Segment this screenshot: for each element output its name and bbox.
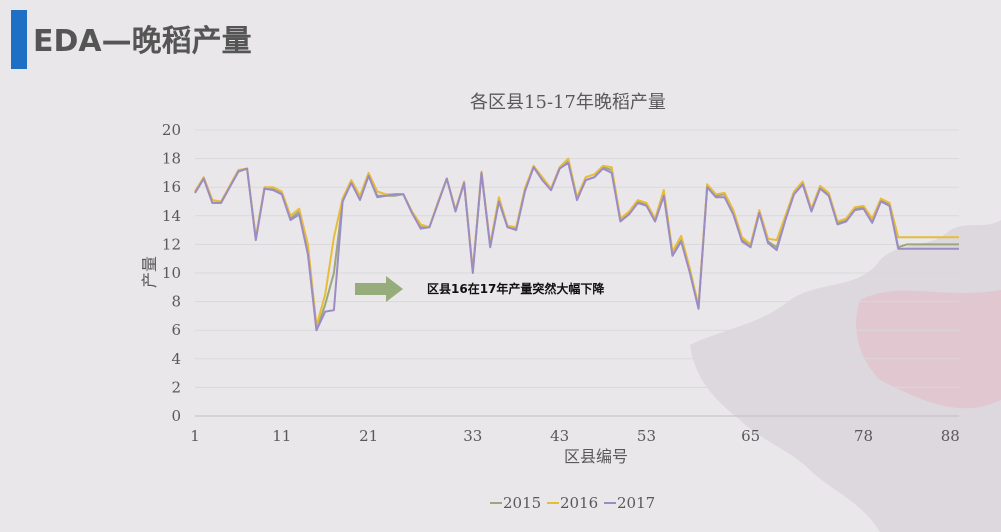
y-tick-label: 0 — [171, 407, 181, 425]
x-tick-label: 78 — [854, 427, 873, 445]
x-tick-label: 21 — [359, 427, 378, 445]
y-axis-label: 产量 — [140, 256, 159, 288]
x-tick-label: 65 — [741, 427, 760, 445]
x-tick-label: 11 — [272, 427, 291, 445]
series-lines — [194, 157, 959, 332]
y-tick-label: 12 — [162, 235, 181, 253]
x-tick-label: 33 — [463, 427, 482, 445]
legend-label-2017: 2017 — [617, 494, 655, 512]
y-tick-label: 18 — [162, 150, 181, 168]
x-axis-ticks: 1 11 21 33 43 53 65 78 88 — [190, 427, 960, 445]
x-tick-label: 43 — [550, 427, 569, 445]
slide-title: EDA—晚稻产量 — [33, 24, 252, 59]
y-tick-label: 8 — [171, 293, 181, 311]
y-tick-label: 14 — [162, 207, 181, 225]
background-map-illustration — [690, 220, 1001, 532]
title-accent-bar — [11, 10, 27, 69]
x-tick-label: 1 — [190, 427, 200, 445]
x-tick-label: 88 — [941, 427, 960, 445]
grid-lines — [195, 129, 959, 388]
y-tick-label: 6 — [171, 321, 181, 339]
legend-label-2015: 2015 — [503, 494, 541, 512]
annotation-arrow — [355, 276, 403, 302]
annotation-text: 区县16在17年产量突然大幅下降 — [427, 281, 605, 296]
series-line-2017 — [194, 161, 959, 332]
y-tick-label: 10 — [162, 264, 181, 282]
legend: 2015 2016 2017 — [490, 494, 655, 512]
x-tick-label: 53 — [637, 427, 656, 445]
y-tick-label: 20 — [162, 121, 181, 139]
y-tick-label: 16 — [162, 178, 181, 196]
chart-title: 各区县15-17年晚稻产量 — [470, 92, 666, 113]
y-axis-ticks: 0 2 4 6 8 10 12 14 16 18 20 — [162, 121, 181, 425]
x-axis-label: 区县编号 — [564, 447, 628, 466]
y-tick-label: 4 — [171, 350, 181, 368]
annotation: 区县16在17年产量突然大幅下降 — [355, 276, 605, 302]
legend-label-2016: 2016 — [560, 494, 598, 512]
y-tick-label: 2 — [171, 378, 181, 396]
